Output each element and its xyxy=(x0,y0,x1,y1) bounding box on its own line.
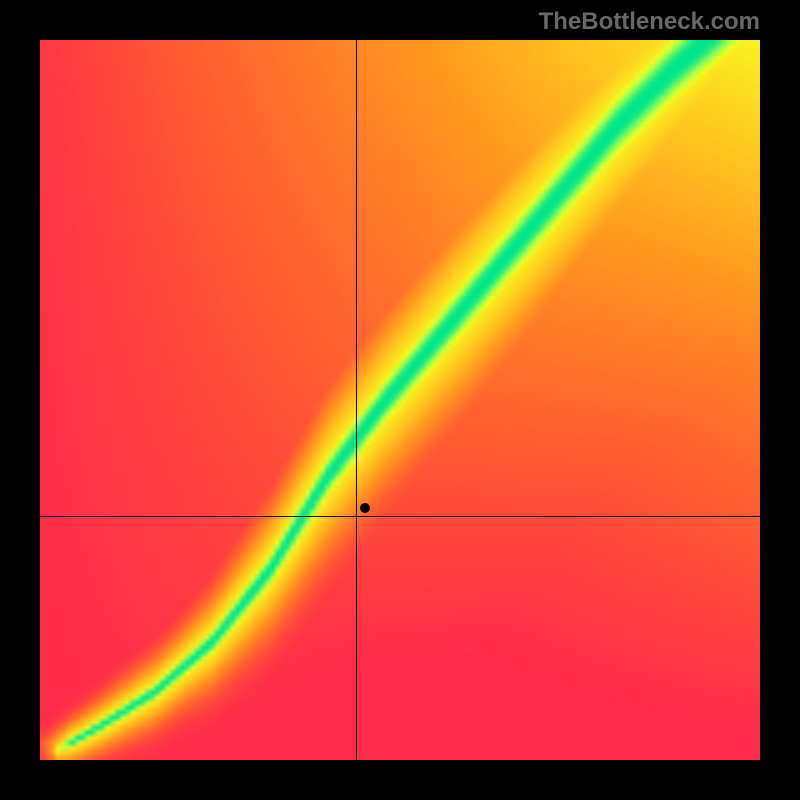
watermark-text: TheBottleneck.com xyxy=(539,8,760,36)
crosshair-vertical xyxy=(356,40,357,760)
bottleneck-heatmap xyxy=(40,40,760,760)
selection-marker xyxy=(360,503,370,513)
chart-root: TheBottleneck.com xyxy=(0,0,800,800)
crosshair-horizontal xyxy=(40,516,760,517)
